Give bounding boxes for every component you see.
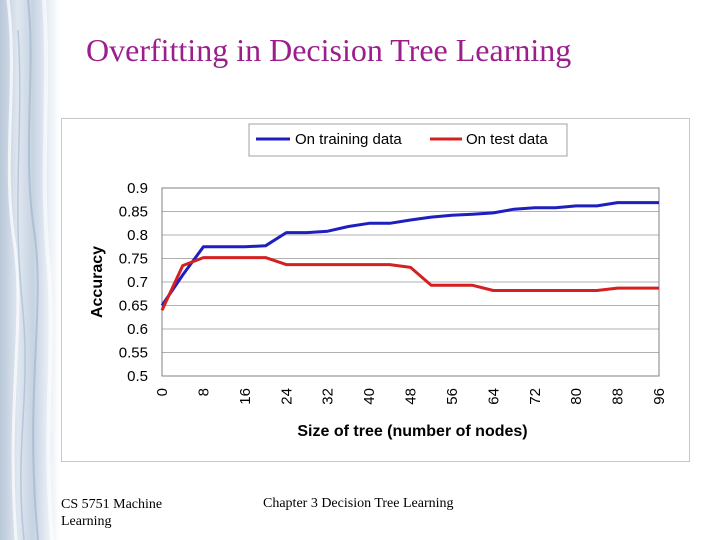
y-tick-label: 0.5 bbox=[127, 368, 148, 385]
y-tick-label: 0.8 bbox=[127, 227, 148, 244]
grid-lines bbox=[162, 187, 659, 377]
x-tick-label: 0 bbox=[154, 388, 171, 396]
x-tick-label: 56 bbox=[444, 388, 461, 405]
accuracy-chart: 0.5 0.55 0.6 0.65 0.7 0.75 0.8 0.85 0.9 0 8 16 24 32… bbox=[89, 123, 668, 440]
plot-frame bbox=[161, 187, 660, 377]
x-tick-label: 24 bbox=[278, 388, 295, 405]
y-tick-label: 0.9 bbox=[127, 180, 148, 197]
x-tick-label: 32 bbox=[320, 388, 337, 405]
x-tick-label: 8 bbox=[195, 388, 212, 396]
training-data-line bbox=[160, 201, 659, 307]
x-axis-label: Size of tree (number of nodes) bbox=[297, 423, 527, 440]
y-tick-label: 0.85 bbox=[119, 204, 148, 221]
sidebar-texture bbox=[6, 0, 54, 540]
y-tick-label: 0.65 bbox=[119, 298, 148, 315]
x-tick-label: 40 bbox=[361, 388, 378, 405]
footer-chapter: Chapter 3 Decision Tree Learning bbox=[263, 496, 454, 511]
legend-label-test: On test data bbox=[466, 131, 548, 148]
x-tick-label: 64 bbox=[485, 388, 502, 405]
x-tick-label: 48 bbox=[403, 388, 420, 405]
x-tick-label: 16 bbox=[237, 388, 254, 405]
y-tick-label: 0.6 bbox=[127, 321, 148, 338]
footer-course: CS 5751 Machine Learning bbox=[61, 497, 163, 529]
legend: On training data On test data bbox=[248, 123, 568, 157]
x-tick-label: 96 bbox=[651, 388, 668, 405]
x-tick-label: 80 bbox=[568, 388, 585, 405]
x-tick-label: 88 bbox=[610, 388, 627, 405]
y-axis-label: Accuracy bbox=[89, 246, 106, 318]
y-axis-ticks: 0.5 0.55 0.6 0.65 0.7 0.75 0.8 0.85 0.9 bbox=[119, 180, 148, 385]
y-tick-label: 0.75 bbox=[119, 251, 148, 268]
decorative-sidebar bbox=[0, 0, 60, 540]
legend-label-training: On training data bbox=[295, 131, 402, 148]
chart-container: 0.5 0.55 0.6 0.65 0.7 0.75 0.8 0.85 0.9 0 8 16 24 32… bbox=[61, 118, 690, 462]
test-data-line bbox=[160, 256, 659, 311]
page-title: Overfitting in Decision Tree Learning bbox=[86, 32, 572, 68]
x-tick-label: 72 bbox=[527, 388, 544, 405]
legend-box bbox=[248, 123, 568, 157]
y-tick-label: 0.55 bbox=[119, 345, 148, 362]
y-tick-label: 0.7 bbox=[127, 274, 148, 291]
series-lines bbox=[160, 201, 659, 311]
x-axis-ticks: 0 8 16 24 32 40 48 56 64 72 80 88 96 bbox=[154, 388, 668, 405]
